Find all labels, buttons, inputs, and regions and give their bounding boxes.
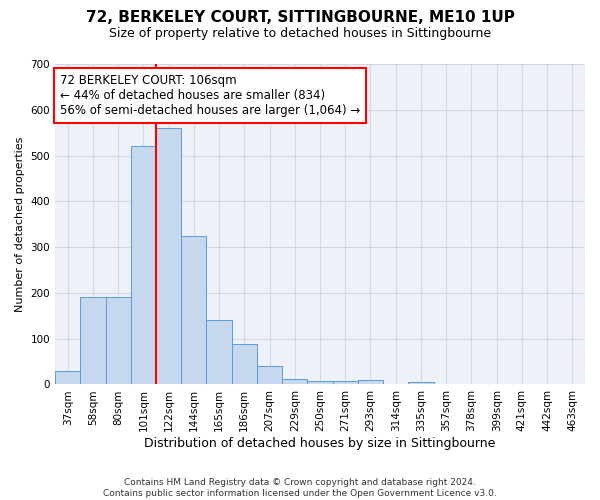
Bar bbox=[358, 380, 383, 384]
Bar bbox=[206, 320, 232, 384]
Bar bbox=[156, 128, 181, 384]
Bar bbox=[131, 146, 156, 384]
Bar bbox=[257, 366, 282, 384]
Bar bbox=[55, 370, 80, 384]
Bar bbox=[80, 298, 106, 384]
Bar bbox=[332, 381, 358, 384]
Text: 72, BERKELEY COURT, SITTINGBOURNE, ME10 1UP: 72, BERKELEY COURT, SITTINGBOURNE, ME10 … bbox=[86, 10, 514, 25]
Bar bbox=[181, 236, 206, 384]
Y-axis label: Number of detached properties: Number of detached properties bbox=[15, 136, 25, 312]
Bar bbox=[409, 382, 434, 384]
Text: 72 BERKELEY COURT: 106sqm
← 44% of detached houses are smaller (834)
56% of semi: 72 BERKELEY COURT: 106sqm ← 44% of detac… bbox=[61, 74, 361, 116]
Bar bbox=[282, 379, 307, 384]
Bar bbox=[106, 298, 131, 384]
Bar bbox=[307, 381, 332, 384]
X-axis label: Distribution of detached houses by size in Sittingbourne: Distribution of detached houses by size … bbox=[145, 437, 496, 450]
Bar bbox=[232, 344, 257, 385]
Text: Contains HM Land Registry data © Crown copyright and database right 2024.
Contai: Contains HM Land Registry data © Crown c… bbox=[103, 478, 497, 498]
Text: Size of property relative to detached houses in Sittingbourne: Size of property relative to detached ho… bbox=[109, 28, 491, 40]
